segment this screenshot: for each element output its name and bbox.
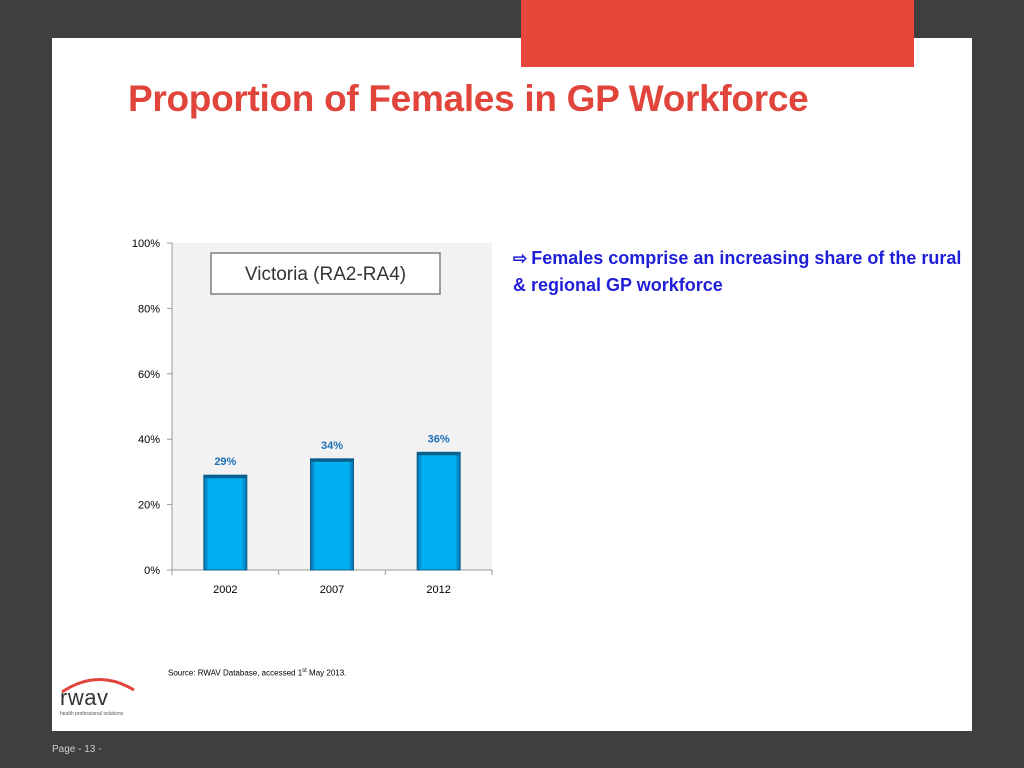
bar-data-label: 36% (428, 433, 450, 445)
bar-top-edge (417, 452, 461, 456)
y-tick-label: 80% (138, 303, 160, 315)
y-tick-label: 100% (132, 238, 160, 250)
y-tick-label: 20% (138, 500, 160, 512)
callout-label: Females comprise an increasing share of … (513, 248, 962, 295)
source-prefix: Source: RWAV Database, accessed 1 (168, 668, 303, 678)
logo-tagline: health professional solutions (60, 711, 124, 717)
source-sup: st (302, 668, 307, 674)
bar (310, 458, 354, 571)
bar-chart: 0% 20% 40% 60% 80% 100% 29% 2002 34% 2007 36% 2012 V… (132, 238, 493, 596)
x-tick-label: 2007 (320, 584, 344, 596)
y-tick-label: 0% (144, 565, 160, 577)
bar-data-label: 29% (214, 456, 236, 468)
arrow-right-outline-icon: ⇨ (513, 249, 528, 268)
logo-wordmark: rwav (60, 685, 109, 710)
chart-title-box (210, 252, 441, 295)
bar-top-edge (310, 458, 354, 462)
bar-top-edge (203, 475, 247, 479)
bar (416, 451, 461, 571)
slide-title: Proportion of Females in GP Workforce (128, 78, 809, 119)
bar (203, 474, 248, 571)
bar-data-label: 34% (321, 440, 343, 452)
chart-title: Victoria (RA2-RA4) (245, 264, 406, 285)
x-tick-label: 2002 (213, 584, 237, 596)
accent-bar (521, 0, 914, 67)
source-suffix: May 2013. (306, 668, 347, 678)
y-tick-label: 60% (138, 369, 160, 381)
x-tick-label: 2012 (426, 584, 450, 596)
y-tick-label: 40% (138, 434, 160, 446)
page-number: Page - 13 - (52, 744, 102, 755)
rwav-logo-swoosh-icon (61, 678, 135, 694)
callout-text: ⇨ Females comprise an increasing share of… (513, 245, 963, 299)
source-note: Source: RWAV Database, accessed 1st May … (168, 668, 346, 678)
